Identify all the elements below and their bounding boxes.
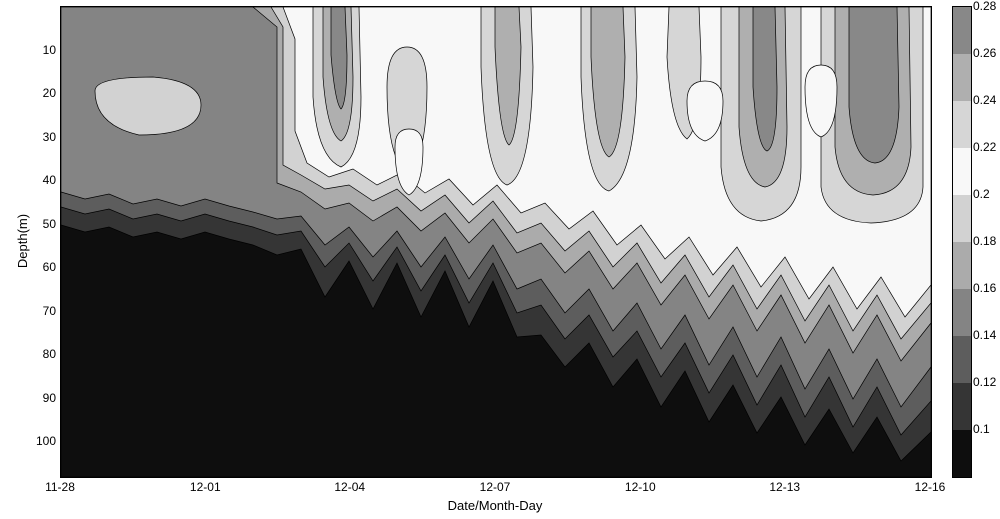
x-tick: 12-01	[190, 480, 221, 494]
x-axis-label: Date/Month-Day	[448, 498, 543, 513]
y-tick: 10	[43, 43, 56, 57]
colorbar-tick: 0.2	[973, 187, 990, 201]
colorbar-tick: 0.16	[973, 281, 996, 295]
colorbar-tick: 0.26	[973, 46, 996, 60]
y-tick: 70	[43, 304, 56, 318]
colorbar-segment	[953, 101, 971, 148]
colorbar-segment	[953, 195, 971, 242]
colorbar-segment	[953, 430, 971, 477]
colorbar-tick: 0.28	[973, 0, 996, 13]
colorbar-segment	[953, 54, 971, 101]
y-tick: 90	[43, 391, 56, 405]
colorbar-tick: 0.1	[973, 422, 990, 436]
y-tick: 20	[43, 86, 56, 100]
colorbar-tick: 0.14	[973, 328, 996, 342]
y-axis-label: Depth(m)	[15, 214, 30, 268]
x-tick: 11-28	[45, 480, 75, 494]
colorbar-tick: 0.18	[973, 234, 996, 248]
y-tick: 100	[36, 434, 56, 448]
colorbar-tick: 0.12	[973, 375, 996, 389]
colorbar-segment	[953, 242, 971, 289]
figure: Depth(m) Date/Month-Day 10 20 30 40 50 60 70 80…	[0, 0, 1000, 519]
colorbar-segment	[953, 383, 971, 430]
colorbar-segment	[953, 336, 971, 383]
colorbar	[952, 6, 972, 478]
y-tick: 60	[43, 260, 56, 274]
x-tick: 12-10	[625, 480, 656, 494]
colorbar-tick: 0.22	[973, 140, 996, 154]
x-tick: 12-07	[480, 480, 511, 494]
y-tick: 30	[43, 130, 56, 144]
x-tick: 12-13	[769, 480, 800, 494]
x-tick: 12-04	[334, 480, 365, 494]
contour-plot	[60, 6, 932, 478]
y-tick: 80	[43, 347, 56, 361]
colorbar-tick: 0.24	[973, 93, 996, 107]
y-tick: 50	[43, 217, 56, 231]
y-tick: 40	[43, 173, 56, 187]
colorbar-segment	[953, 148, 971, 195]
colorbar-segment	[953, 289, 971, 336]
colorbar-segment	[953, 7, 971, 54]
contour-svg	[61, 7, 931, 477]
x-tick: 12-16	[915, 480, 946, 494]
